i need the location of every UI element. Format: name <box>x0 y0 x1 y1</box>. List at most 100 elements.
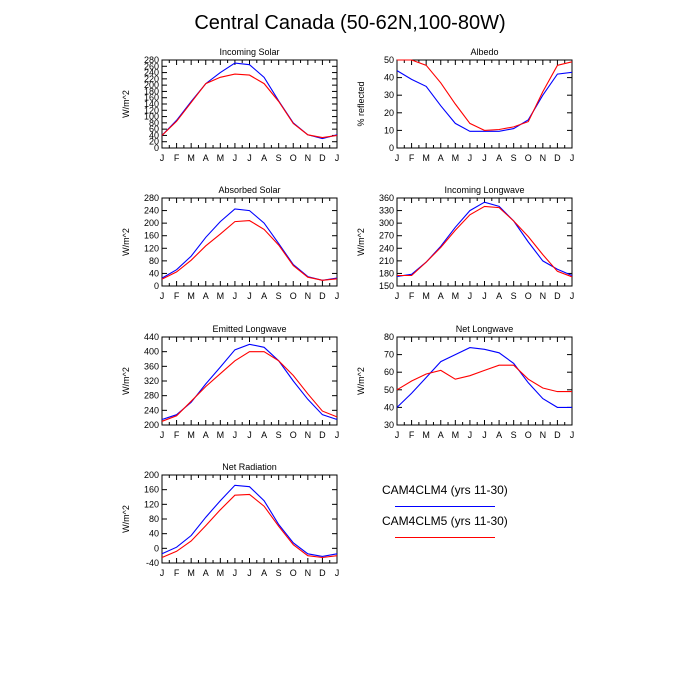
panel-net-longwave-xtick-label: D <box>554 430 561 440</box>
panel-absorbed-solar-ytick-label: 0 <box>154 281 159 291</box>
panel-albedo-title: Albedo <box>470 47 498 57</box>
panel-emitted-longwave-xtick-label: S <box>276 430 282 440</box>
panel-net-radiation-ytick-label: 200 <box>144 470 159 480</box>
panel-emitted-longwave-xtick-label: A <box>261 430 267 440</box>
panel-albedo-xtick-label: M <box>452 153 460 163</box>
panel-incoming-longwave-ytick-label: 150 <box>379 281 394 291</box>
panel-absorbed-solar-xtick-label: A <box>261 291 267 301</box>
panel-incoming-solar-series-line-cam4clm4 <box>161 62 338 140</box>
panel-absorbed-solar-series-line-cam4clm5 <box>161 220 338 281</box>
panel-albedo-ylabel: % reflected <box>356 81 366 126</box>
panel-net-longwave-ytick-label: 80 <box>384 332 394 342</box>
panel-incoming-solar-ytick-label: 140 <box>144 99 159 109</box>
panel-emitted-longwave-ytick-label: 320 <box>144 376 159 386</box>
panel-incoming-solar-xtick-label: A <box>261 153 267 163</box>
panel-incoming-solar-series-line-cam4clm5 <box>161 73 338 139</box>
panel-incoming-longwave-ytick-label: 270 <box>379 231 394 241</box>
panel-net-longwave-xtick-label: J <box>482 430 487 440</box>
panel-incoming-longwave-ytick-label: 360 <box>379 193 394 203</box>
panel-net-radiation-xtick-label: J <box>160 568 165 578</box>
panel-albedo-xtick-label: J <box>570 153 575 163</box>
panel-incoming-longwave-ylabel: W/m^2 <box>356 228 366 256</box>
panel-incoming-longwave: Incoming Longwave W/m^2 150 180 210 240 270 300… <box>356 185 574 301</box>
panel-net-radiation-ytick-label: 160 <box>144 485 159 495</box>
figure-title: Central Canada (50-62N,100-80W) <box>194 12 506 34</box>
panel-absorbed-solar-xtick-label: J <box>233 291 238 301</box>
panel-albedo-xtick-label: J <box>395 153 400 163</box>
panel-albedo-ytick-label: 0 <box>389 143 394 153</box>
panel-albedo-ytick-label: 10 <box>384 125 394 135</box>
panel-net-longwave-ytick-label: 60 <box>384 367 394 377</box>
panel-incoming-longwave-title: Incoming Longwave <box>444 185 524 195</box>
panel-emitted-longwave-xtick-label: M <box>187 430 195 440</box>
panel-net-radiation-xtick-label: A <box>203 568 209 578</box>
panel-incoming-solar-ytick-label: 280 <box>144 55 159 65</box>
panel-albedo-series-line-cam4clm5 <box>397 59 573 131</box>
panel-net-longwave-series-line-cam4clm4 <box>396 347 572 408</box>
panel-net-radiation-xtick-label: J <box>247 568 252 578</box>
panel-incoming-longwave-xtick-label: M <box>422 291 430 301</box>
panel-net-radiation-ytick-label: 0 <box>154 543 159 553</box>
panel-incoming-solar-xtick-label: N <box>305 153 312 163</box>
panel-net-longwave-xtick-label: J <box>468 430 473 440</box>
panel-albedo-xtick-label: N <box>540 153 547 163</box>
panel-incoming-solar-title: Incoming Solar <box>219 47 279 57</box>
panel-incoming-solar-xtick-label: M <box>187 153 195 163</box>
panel-emitted-longwave-frame <box>161 336 338 426</box>
panel-net-radiation-xtick-label: M <box>217 568 225 578</box>
panel-net-radiation-ytick-label: 40 <box>149 529 159 539</box>
panel-incoming-solar-ytick-label: 200 <box>144 80 159 90</box>
panel-incoming-longwave-frame <box>396 197 573 287</box>
panel-absorbed-solar-ytick-label: 120 <box>144 243 159 253</box>
panel-incoming-longwave-ytick-label: 180 <box>379 268 394 278</box>
panel-incoming-longwave-xtick-label: M <box>452 291 460 301</box>
panel-absorbed-solar-xtick-label: N <box>305 291 312 301</box>
panel-net-longwave-ylabel: W/m^2 <box>356 367 366 395</box>
legend-line-cam4clm4 <box>395 506 495 507</box>
panel-absorbed-solar-xtick-label: D <box>319 291 326 301</box>
panel-incoming-solar-ytick-label: 220 <box>144 74 159 84</box>
panel-absorbed-solar-xtick-label: S <box>276 291 282 301</box>
panel-absorbed-solar-ytick-label: 40 <box>149 268 159 278</box>
panel-net-radiation-xtick-label: O <box>290 568 297 578</box>
panel-net-radiation-xtick-label: A <box>261 568 267 578</box>
panel-absorbed-solar-ytick-label: 80 <box>149 256 159 266</box>
panel-absorbed-solar-title: Absorbed Solar <box>218 185 280 195</box>
panel-incoming-longwave-xtick-label: J <box>570 291 575 301</box>
panel-incoming-solar-xtick-label: D <box>319 153 326 163</box>
panel-incoming-solar-ytick-label: 20 <box>149 137 159 147</box>
panel-net-radiation-ylabel: W/m^2 <box>121 505 131 533</box>
panel-absorbed-solar-xtick-label: A <box>203 291 209 301</box>
panel-absorbed-solar-xtick-label: J <box>335 291 340 301</box>
panel-net-radiation-ytick-label: 120 <box>144 499 159 509</box>
panel-albedo-xtick-label: O <box>525 153 532 163</box>
panel-absorbed-solar-ylabel: W/m^2 <box>121 228 131 256</box>
panel-incoming-solar-xtick-label: J <box>335 153 340 163</box>
panel-absorbed-solar-ytick-label: 240 <box>144 206 159 216</box>
panel-absorbed-solar-xtick-label: M <box>187 291 195 301</box>
legend-line-cam4clm5 <box>395 537 495 538</box>
panel-net-longwave-ytick-label: 70 <box>384 350 394 360</box>
panel-absorbed-solar-ytick-label: 200 <box>144 218 159 228</box>
panel-emitted-longwave-title: Emitted Longwave <box>212 324 286 334</box>
panel-emitted-longwave-xtick-label: A <box>203 430 209 440</box>
panel-emitted-longwave-ytick-label: 200 <box>144 420 159 430</box>
panel-incoming-solar-ytick-label: 180 <box>144 86 159 96</box>
panel-albedo-ytick-label: 20 <box>384 108 394 118</box>
panel-incoming-longwave-xtick-label: A <box>438 291 444 301</box>
panel-net-longwave-xtick-label: M <box>452 430 460 440</box>
panel-emitted-longwave-xtick-label: F <box>174 430 180 440</box>
panel-incoming-longwave-series-line-cam4clm5 <box>397 205 573 278</box>
panel-absorbed-solar-ytick-label: 160 <box>144 231 159 241</box>
panel-net-longwave-ytick-label: 40 <box>384 402 394 412</box>
panel-incoming-longwave-xtick-label: D <box>554 291 561 301</box>
panel-emitted-longwave-xtick-label: D <box>319 430 326 440</box>
panel-albedo-xtick-label: A <box>496 153 502 163</box>
panel-incoming-longwave-xtick-label: S <box>511 291 517 301</box>
panel-net-radiation-title: Net Radiation <box>222 462 277 472</box>
panel-emitted-longwave-series-line-cam4clm4 <box>161 343 338 421</box>
